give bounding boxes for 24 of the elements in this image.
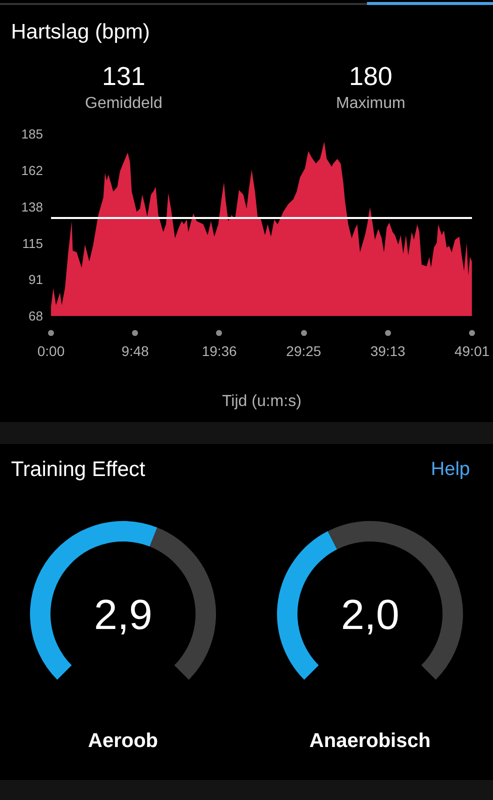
text: Gemiddeld [85,95,162,112]
x-tick-label: 49:01 [454,343,490,359]
text: Help [430,459,470,481]
x-tick-label: 0:00 [37,343,65,359]
y-tick-label: 115 [22,236,43,251]
y-tick-label: 185 [21,126,43,142]
x-tick-label: 19:36 [202,343,238,359]
text: Aeroob [88,730,158,752]
text: Maximum [336,95,406,112]
text: 2,9 [94,591,152,638]
y-tick-label: 91 [28,272,43,288]
chart-title: Hartslag (bpm) [11,20,150,44]
text: 2,0 [341,591,400,638]
text: Training Effect [11,458,146,482]
text: 180 [349,61,392,91]
y-tick-label: 138 [21,199,43,214]
x-axis-title: Tijd (u:m:s) [222,393,302,410]
y-tick-label: 162 [21,162,43,178]
x-tick-label: 9:48 [122,343,150,359]
text: Anaerobisch [309,730,431,752]
y-tick-label: 68 [28,308,43,324]
x-tick-label: 39:13 [370,343,406,359]
text: 131 [102,61,146,91]
x-tick-label: 29:25 [286,343,322,359]
